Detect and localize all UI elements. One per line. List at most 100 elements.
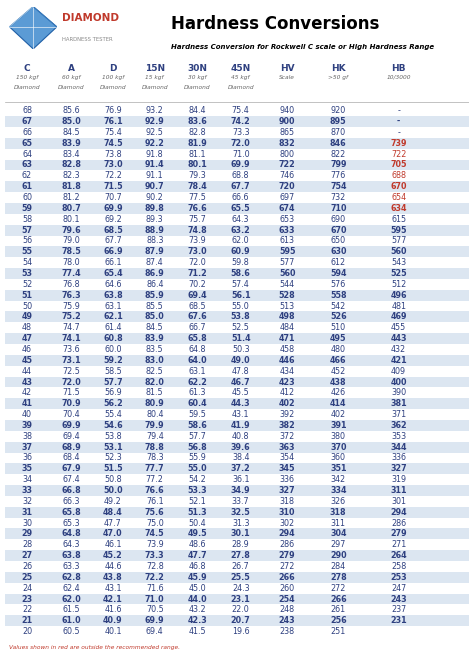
Text: D: D: [109, 64, 117, 72]
Text: 55: 55: [21, 247, 33, 256]
Text: 81.2: 81.2: [63, 193, 80, 202]
Text: 26.7: 26.7: [232, 562, 250, 571]
Text: 391: 391: [330, 421, 346, 430]
Text: 67.4: 67.4: [63, 475, 80, 484]
Text: 266: 266: [279, 573, 295, 582]
Text: 71.2: 71.2: [188, 269, 208, 278]
Text: 69.9: 69.9: [231, 160, 251, 170]
Text: 72.0: 72.0: [61, 378, 81, 387]
Text: 41.5: 41.5: [189, 627, 206, 636]
Text: 776: 776: [331, 171, 346, 181]
Text: 64.0: 64.0: [188, 356, 207, 365]
Text: 498: 498: [279, 312, 295, 321]
Text: 294: 294: [391, 508, 407, 517]
Text: 78.4: 78.4: [188, 182, 208, 191]
Text: 45.2: 45.2: [103, 551, 123, 560]
Text: 49.0: 49.0: [231, 356, 251, 365]
Text: 28.9: 28.9: [232, 541, 250, 549]
Text: 710: 710: [330, 204, 346, 213]
Text: 71.0: 71.0: [232, 150, 249, 158]
Text: 90.2: 90.2: [146, 193, 164, 202]
Text: 79.6: 79.6: [61, 226, 81, 235]
Text: 61.4: 61.4: [104, 323, 122, 333]
Text: 44.3: 44.3: [231, 399, 251, 408]
Bar: [5, 246, 469, 258]
Text: 62: 62: [22, 171, 32, 181]
Text: 739: 739: [391, 139, 407, 148]
Bar: [5, 289, 469, 301]
Text: 363: 363: [279, 443, 295, 452]
Text: 674: 674: [279, 204, 295, 213]
Text: 61: 61: [21, 182, 33, 191]
Text: 69.4: 69.4: [188, 291, 207, 300]
Text: 39: 39: [21, 421, 33, 430]
Text: 432: 432: [391, 345, 406, 354]
Text: 595: 595: [391, 226, 407, 235]
Text: 67.7: 67.7: [104, 237, 122, 245]
Text: 29: 29: [21, 529, 33, 539]
Text: 20: 20: [22, 627, 32, 636]
Text: 304: 304: [330, 529, 346, 539]
Text: 79.4: 79.4: [146, 432, 164, 441]
Text: 73.3: 73.3: [232, 128, 249, 137]
Text: 32.5: 32.5: [231, 508, 251, 517]
Text: 81.1: 81.1: [189, 150, 206, 158]
Text: 49.2: 49.2: [104, 497, 122, 506]
Text: 53.8: 53.8: [231, 312, 251, 321]
Text: 50.4: 50.4: [189, 518, 206, 527]
Text: 40: 40: [22, 410, 32, 419]
Text: 47.0: 47.0: [103, 529, 123, 539]
Bar: [5, 225, 469, 235]
Text: 64: 64: [22, 150, 32, 158]
Text: 40.1: 40.1: [104, 627, 122, 636]
Text: 47: 47: [21, 334, 33, 343]
Text: 62.8: 62.8: [61, 573, 81, 582]
Text: 455: 455: [391, 323, 406, 333]
Text: 900: 900: [279, 117, 295, 126]
Text: 72.0: 72.0: [189, 258, 206, 267]
Text: 26: 26: [22, 562, 32, 571]
Text: 88.9: 88.9: [145, 226, 165, 235]
Text: 87.9: 87.9: [145, 247, 164, 256]
Text: 100 kgf: 100 kgf: [102, 75, 124, 80]
Text: 75.0: 75.0: [146, 518, 164, 527]
Text: 62.2: 62.2: [188, 378, 208, 387]
Text: 30 kgf: 30 kgf: [188, 75, 207, 80]
Text: 80.4: 80.4: [146, 410, 164, 419]
Text: 93.2: 93.2: [146, 106, 164, 115]
Text: 615: 615: [391, 215, 406, 224]
Text: >50 gf: >50 gf: [328, 75, 348, 80]
Text: 15 kgf: 15 kgf: [146, 75, 164, 80]
Text: 62.0: 62.0: [232, 237, 249, 245]
Text: 722: 722: [279, 160, 296, 170]
Text: 576: 576: [331, 280, 346, 289]
Text: 353: 353: [391, 432, 406, 441]
Text: 50.0: 50.0: [103, 486, 123, 495]
Text: 469: 469: [391, 312, 407, 321]
Text: 60: 60: [22, 193, 32, 202]
Text: 264: 264: [391, 551, 407, 560]
Text: 23.1: 23.1: [231, 595, 251, 604]
Text: 58: 58: [22, 215, 32, 224]
Text: 10/3000: 10/3000: [386, 75, 411, 80]
Text: -: -: [397, 117, 400, 126]
Text: 92.9: 92.9: [145, 117, 164, 126]
Text: 23: 23: [21, 595, 33, 604]
Text: 69.2: 69.2: [104, 215, 122, 224]
Bar: [5, 615, 469, 626]
Text: 43: 43: [21, 378, 33, 387]
Text: 251: 251: [331, 627, 346, 636]
Text: 402: 402: [331, 410, 346, 419]
Text: 60.0: 60.0: [104, 345, 122, 354]
Text: 52: 52: [22, 280, 32, 289]
Text: 62.0: 62.0: [61, 595, 81, 604]
Text: 73.3: 73.3: [145, 551, 164, 560]
Text: 67: 67: [21, 117, 33, 126]
Text: 400: 400: [391, 378, 407, 387]
Text: 69.4: 69.4: [63, 432, 80, 441]
Text: 466: 466: [330, 356, 346, 365]
Text: 79.9: 79.9: [145, 421, 164, 430]
Text: 484: 484: [280, 323, 295, 333]
Text: 83.0: 83.0: [145, 356, 164, 365]
Text: 72.0: 72.0: [231, 139, 251, 148]
